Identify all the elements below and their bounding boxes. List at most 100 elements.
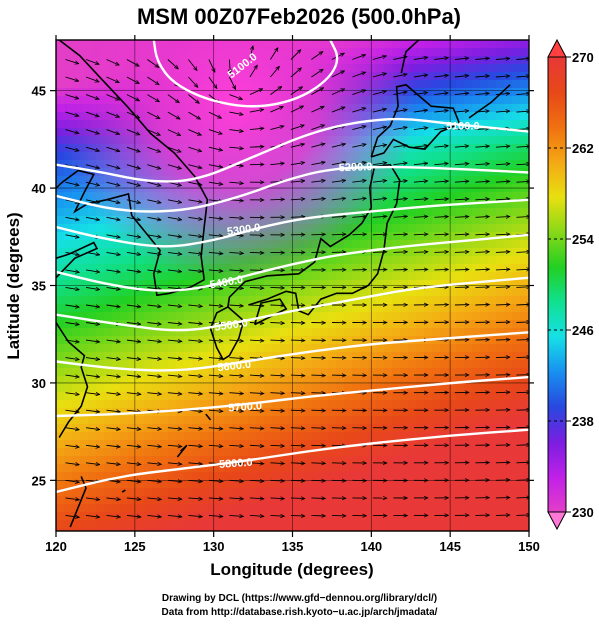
wind-arrow <box>208 76 217 89</box>
wind-arrow <box>434 146 448 148</box>
wind-arrow <box>208 340 223 341</box>
wind-arrow <box>85 94 99 100</box>
wind-arrow <box>413 181 428 182</box>
wind-arrow <box>393 252 407 253</box>
wind-arrow <box>147 287 161 289</box>
wind-arrow <box>188 217 202 219</box>
wind-arrow <box>106 358 121 360</box>
wind-arrow <box>311 410 325 411</box>
wind-arrow <box>454 93 469 95</box>
wind-arrow <box>188 480 202 481</box>
wind-arrow <box>167 287 182 289</box>
plot-area: 5100.05100.05200.05300.05400.05500.05600… <box>56 40 529 531</box>
wind-arrow <box>65 216 80 220</box>
wind-arrow <box>454 58 469 60</box>
wind-arrow <box>106 111 120 117</box>
wind-arrow <box>85 76 99 82</box>
wind-arrow <box>372 109 387 113</box>
wind-arrow <box>311 480 325 481</box>
wind-arrow <box>85 463 100 465</box>
wind-arrow <box>167 428 182 429</box>
wind-arrow <box>147 181 161 186</box>
wind-arrow <box>126 199 141 203</box>
colorbar-cap-high <box>547 38 567 58</box>
wind-arrow <box>147 480 161 482</box>
wind-arrow <box>413 128 428 130</box>
wind-arrow <box>270 106 283 113</box>
wind-arrow <box>249 235 264 236</box>
wind-arrow <box>147 428 161 430</box>
wind-arrow <box>311 234 325 235</box>
wind-arrow <box>495 304 510 305</box>
wind-arrow <box>229 182 243 183</box>
wind-arrow <box>106 59 120 66</box>
wind-arrow <box>290 498 305 499</box>
x-tick-label: 125 <box>124 539 146 554</box>
wind-arrow <box>495 181 510 182</box>
wind-arrow <box>65 340 80 342</box>
wind-arrow <box>208 515 223 516</box>
wind-arrow <box>393 216 407 217</box>
x-tick-label: 140 <box>360 539 382 554</box>
wind-arrow <box>126 358 141 360</box>
wind-arrow <box>270 126 284 131</box>
credit-data-source: Data from http://database.rish.kyoto−u.a… <box>161 607 438 618</box>
wind-arrow <box>85 216 100 220</box>
wind-arrow <box>188 146 201 151</box>
wind-arrow <box>516 445 529 446</box>
wind-arrow <box>413 252 428 253</box>
wind-arrow <box>393 145 407 147</box>
wind-arrow <box>85 287 100 289</box>
wind-arrow <box>270 340 284 341</box>
wind-arrow <box>290 358 305 359</box>
wind-arrow <box>188 428 202 429</box>
contour-label: 5700.0 <box>228 400 262 414</box>
wind-arrow <box>454 252 469 253</box>
wind-arrow <box>516 58 529 59</box>
wind-arrow <box>229 217 243 218</box>
wind-arrow <box>413 75 428 77</box>
wind-arrow <box>454 199 469 200</box>
wind-arrow <box>65 323 80 325</box>
wind-arrow <box>126 129 140 135</box>
wind-arrow <box>475 181 489 182</box>
wind-arrow <box>229 375 243 376</box>
wind-arrow <box>352 72 365 78</box>
wind-arrow <box>290 144 305 148</box>
wind-arrow <box>65 286 80 289</box>
wind-arrow <box>167 498 182 499</box>
wind-arrow <box>65 428 80 430</box>
wind-arrow <box>188 111 200 119</box>
wind-arrow <box>495 199 510 200</box>
wind-arrow <box>188 498 202 499</box>
wind-arrow <box>270 498 284 499</box>
wind-arrow <box>188 270 202 272</box>
wind-arrow <box>249 323 264 324</box>
wind-arrow <box>229 358 243 359</box>
wind-arrow <box>311 445 325 446</box>
wind-arrow <box>106 515 121 517</box>
height-contour <box>56 117 529 183</box>
wind-arrow <box>65 305 80 307</box>
wind-arrow <box>249 65 257 78</box>
wind-arrow <box>126 251 141 254</box>
wind-arrow <box>495 322 510 323</box>
wind-arrow <box>454 128 469 129</box>
wind-arrow <box>126 498 141 500</box>
wind-arrow <box>290 105 304 113</box>
wind-arrow <box>352 198 366 200</box>
wind-arrow <box>475 269 489 270</box>
wind-arrow <box>229 130 243 132</box>
wind-arrow <box>516 357 529 358</box>
wind-arrow <box>516 164 529 165</box>
wind-arrow <box>475 287 489 288</box>
wind-arrow <box>372 163 387 165</box>
wind-arrow <box>147 234 161 237</box>
wind-arrow <box>65 111 79 116</box>
wind-arrow <box>372 145 387 148</box>
wind-arrow <box>393 57 407 60</box>
wind-arrow <box>311 144 325 148</box>
wind-arrow <box>475 111 489 112</box>
wind-arrow <box>106 463 121 465</box>
wind-arrow <box>372 198 387 199</box>
